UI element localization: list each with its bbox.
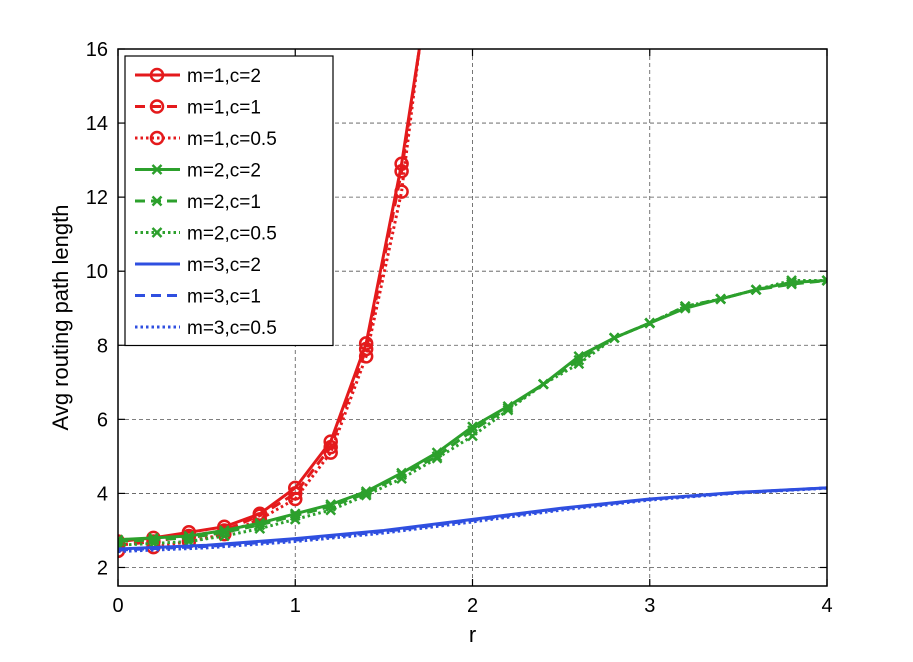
legend-entry: m=1,c=2: [135, 66, 261, 87]
data-point: [396, 469, 407, 481]
data-point: [358, 349, 374, 364]
data-point: [786, 275, 797, 286]
data-point: [750, 284, 762, 296]
series-line: [118, 49, 421, 544]
data-point: [431, 452, 443, 464]
legend-entry: m=3,c=2: [135, 255, 261, 276]
data-point: [149, 67, 165, 83]
y-tick-label: 4: [97, 483, 108, 505]
x-tick-label: 1: [290, 595, 301, 617]
legend-entry: m=2,c=0.5: [135, 224, 277, 245]
data-point: [151, 164, 163, 175]
series-line: [118, 278, 827, 547]
legend-entry: m=2,c=2: [135, 161, 261, 182]
data-point: [360, 486, 372, 497]
data-point: [644, 317, 656, 329]
y-tick-label: 12: [86, 187, 108, 209]
data-point: [467, 421, 478, 433]
series-line: [118, 49, 421, 553]
data-point: [679, 301, 691, 312]
legend: m=1,c=2 m=1,c=1 m=1,c=0.5 m=2,c=2 m=2,c=1 m=2…: [124, 55, 334, 347]
data-point: [394, 163, 409, 179]
legend-label: m=3,c=1: [187, 287, 261, 308]
legend-label: m=3,c=2: [187, 255, 261, 276]
y-tick-label: 8: [97, 335, 108, 357]
data-point: [360, 488, 372, 499]
legend-entry: m=1,c=0.5: [135, 129, 277, 150]
y-tick-label: 10: [86, 261, 108, 283]
data-point: [323, 439, 338, 455]
legend-label: m=3,c=0.5: [187, 318, 277, 339]
data-point: [323, 445, 338, 460]
legend-entry: m=2,c=1: [135, 192, 261, 213]
plot-area: [118, 49, 827, 559]
x-tick-label: 2: [467, 595, 478, 617]
y-axis-label: Avg routing path length: [48, 205, 73, 431]
data-point: [502, 402, 514, 414]
data-point: [254, 519, 266, 531]
legend-label: m=1,c=0.5: [187, 129, 277, 150]
data-point: [288, 491, 303, 507]
legend-entry: m=1,c=1: [135, 98, 261, 119]
x-tick-label: 3: [644, 595, 655, 617]
y-tick-label: 2: [97, 557, 108, 579]
data-point: [538, 378, 549, 390]
data-point: [325, 500, 337, 512]
legend-entry: m=3,c=0.5: [135, 318, 277, 339]
legend-label: m=2,c=1: [187, 192, 261, 213]
data-point: [288, 486, 303, 501]
series-6: [118, 275, 827, 551]
legend-label: m=2,c=0.5: [187, 224, 277, 245]
y-tick-label: 16: [86, 39, 108, 61]
data-point: [149, 130, 165, 146]
legend-label: m=2,c=2: [187, 161, 261, 182]
y-tick-label: 14: [86, 113, 108, 135]
data-point: [821, 275, 827, 286]
legend-entry: m=3,c=1: [135, 287, 261, 308]
data-point: [358, 341, 374, 357]
data-point: [467, 430, 478, 442]
data-point: [360, 489, 372, 501]
series-line: [118, 486, 827, 552]
data-point: [151, 227, 163, 238]
x-tick-label: 4: [821, 595, 832, 617]
data-point: [396, 473, 407, 484]
data-point: [325, 504, 337, 516]
data-point: [218, 526, 230, 538]
legend-label: m=1,c=2: [187, 66, 261, 87]
data-point: [149, 99, 165, 114]
data-point: [715, 293, 727, 305]
data-point: [608, 332, 620, 344]
y-tick-label: 6: [97, 409, 108, 431]
data-point: [218, 530, 230, 542]
data-point: [573, 358, 585, 370]
x-tick-label: 0: [112, 595, 123, 617]
x-axis-label: r: [469, 622, 476, 647]
series-8: [118, 486, 827, 552]
data-point: [151, 195, 163, 207]
data-point: [289, 513, 301, 525]
data-point: [394, 184, 409, 199]
data-point: [118, 536, 124, 547]
data-point: [502, 404, 514, 416]
data-point: [254, 523, 266, 534]
legend-label: m=1,c=1: [187, 98, 261, 119]
